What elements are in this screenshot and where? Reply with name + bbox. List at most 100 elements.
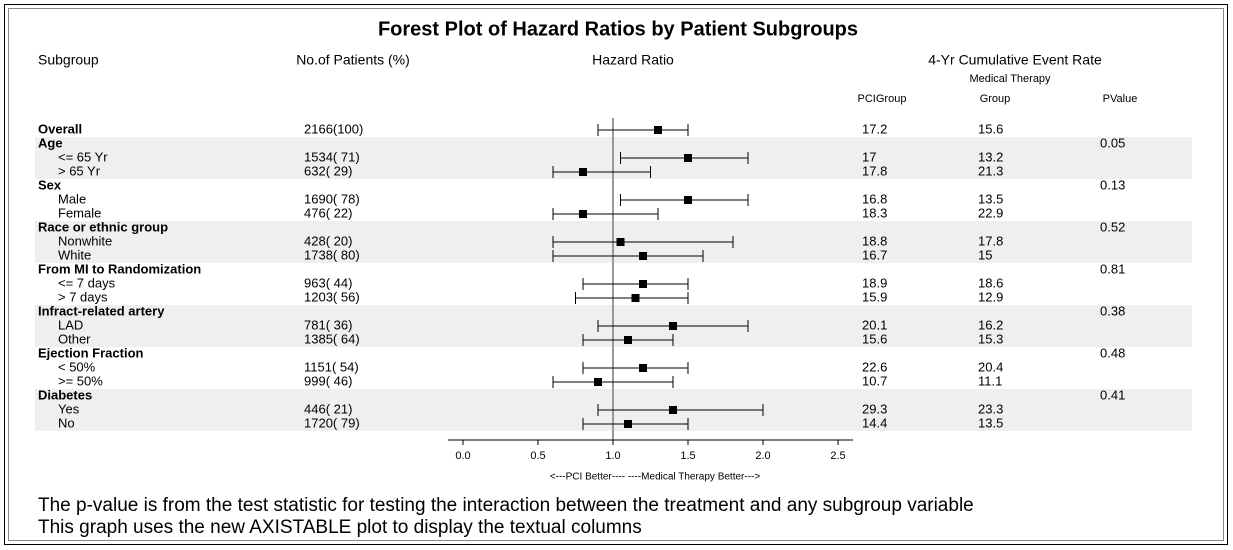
x-axis-label: <---PCI Better---- ----Medical Therapy B… xyxy=(550,472,761,483)
hazard-ratio-marker xyxy=(684,196,692,204)
pvalue: 0.41 xyxy=(1100,387,1125,402)
subgroup-label: <= 65 Yr xyxy=(58,149,108,164)
medical-rate: 11.1 xyxy=(978,373,1002,388)
patients: 781( 36) xyxy=(304,317,352,332)
group-label: Race or ethnic group xyxy=(38,219,168,234)
subgroup-label: > 7 days xyxy=(58,289,108,304)
pci-rate: 29.3 xyxy=(862,401,887,416)
subgroup-label: No xyxy=(58,415,75,430)
pci-rate: 20.1 xyxy=(862,317,887,332)
patients: 1385( 64) xyxy=(304,331,360,346)
medical-rate: 15.6 xyxy=(978,121,1003,136)
hazard-ratio-marker xyxy=(669,322,677,330)
subgroup-label: White xyxy=(58,247,91,262)
medical-rate: 15 xyxy=(978,247,992,262)
hazard-ratio-marker xyxy=(639,280,647,288)
frame xyxy=(4,4,1228,545)
patients: 446( 21) xyxy=(304,401,352,416)
footnote: This graph uses the new AXISTABLE plot t… xyxy=(38,517,642,538)
hazard-ratio-marker xyxy=(684,154,692,162)
group-label: Ejection Fraction xyxy=(38,345,144,360)
hazard-ratio-marker xyxy=(624,336,632,344)
group-label: From MI to Randomization xyxy=(38,261,201,276)
patients: 963( 44) xyxy=(304,275,352,290)
patients: 476( 22) xyxy=(304,205,352,220)
patients: 1738( 80) xyxy=(304,247,360,262)
patients: 1151( 54) xyxy=(304,359,359,374)
subgroup-label: <= 7 days xyxy=(58,275,116,290)
x-tick-label: 1.0 xyxy=(605,450,620,462)
medical-rate: 23.3 xyxy=(978,401,1003,416)
group-label: Age xyxy=(38,135,63,150)
pvalue: 0.81 xyxy=(1100,261,1125,276)
hazard-ratio-marker xyxy=(616,238,625,246)
hazard-ratio-marker xyxy=(669,406,677,414)
column-header: Subgroup xyxy=(38,52,99,68)
chart-title: Forest Plot of Hazard Ratios by Patient … xyxy=(378,18,858,40)
pci-rate: 16.7 xyxy=(862,247,887,262)
column-header: Medical Therapy xyxy=(969,73,1051,85)
pci-rate: 16.8 xyxy=(862,191,887,206)
x-tick-label: 1.5 xyxy=(680,450,695,462)
patients: 1720( 79) xyxy=(304,415,360,430)
group-label: Diabetes xyxy=(38,387,92,402)
hazard-ratio-marker xyxy=(579,210,587,218)
column-header: PValue xyxy=(1103,93,1138,105)
medical-rate: 18.6 xyxy=(978,275,1003,290)
hazard-ratio-marker xyxy=(639,364,647,372)
x-tick-label: 0.0 xyxy=(455,450,470,462)
medical-rate: 22.9 xyxy=(978,205,1003,220)
pci-rate: 14.4 xyxy=(862,415,887,430)
patients: 1690( 78) xyxy=(304,191,360,206)
column-header: No.of Patients (%) xyxy=(296,52,410,68)
column-header: 4-Yr Cumulative Event Rate xyxy=(928,52,1102,68)
hazard-ratio-marker xyxy=(579,168,587,176)
subgroup-label: Male xyxy=(58,191,86,206)
medical-rate: 12.9 xyxy=(978,289,1003,304)
medical-rate: 20.4 xyxy=(978,359,1003,374)
medical-rate: 13.5 xyxy=(978,415,1003,430)
medical-rate: 21.3 xyxy=(978,163,1003,178)
subgroup-label: < 50% xyxy=(58,359,96,374)
medical-rate: 15.3 xyxy=(978,331,1003,346)
column-header: Hazard Ratio xyxy=(592,52,674,68)
pci-rate: 15.6 xyxy=(862,331,887,346)
hazard-ratio-marker xyxy=(654,126,662,134)
x-tick-label: 2.0 xyxy=(755,450,770,462)
inner-frame xyxy=(8,8,1224,541)
pvalue: 0.48 xyxy=(1100,345,1125,360)
pci-rate: 17.8 xyxy=(862,163,887,178)
column-header: Group xyxy=(980,93,1011,105)
patients: 999( 46) xyxy=(304,373,352,388)
hazard-ratio-marker xyxy=(631,294,640,302)
hazard-ratio-marker xyxy=(639,252,647,260)
group-label: Sex xyxy=(38,177,62,192)
patients: 1203( 56) xyxy=(304,289,360,304)
pci-rate: 17.2 xyxy=(862,121,887,136)
x-tick-label: 2.5 xyxy=(830,450,845,462)
pvalue: 0.05 xyxy=(1100,135,1125,150)
pci-rate: 18.8 xyxy=(862,233,887,248)
column-header: PCIGroup xyxy=(858,93,907,105)
patients: 428( 20) xyxy=(304,233,352,248)
medical-rate: 16.2 xyxy=(978,317,1003,332)
subgroup-label: Overall xyxy=(38,121,82,136)
subgroup-label: >= 50% xyxy=(58,373,103,388)
subgroup-label: LAD xyxy=(58,317,83,332)
pvalue: 0.38 xyxy=(1100,303,1125,318)
pvalue: 0.13 xyxy=(1100,177,1125,192)
pci-rate: 17 xyxy=(862,149,876,164)
subgroup-label: Yes xyxy=(58,401,80,416)
pci-rate: 18.3 xyxy=(862,205,887,220)
patients: 632( 29) xyxy=(304,163,352,178)
pvalue: 0.52 xyxy=(1100,219,1125,234)
pci-rate: 22.6 xyxy=(862,359,887,374)
patients: 1534( 71) xyxy=(304,149,360,164)
x-tick-label: 0.5 xyxy=(530,450,545,462)
hazard-ratio-marker xyxy=(624,420,632,428)
subgroup-label: Nonwhite xyxy=(58,233,112,248)
subgroup-label: Other xyxy=(58,331,91,346)
medical-rate: 13.2 xyxy=(978,149,1003,164)
subgroup-label: Female xyxy=(58,205,101,220)
